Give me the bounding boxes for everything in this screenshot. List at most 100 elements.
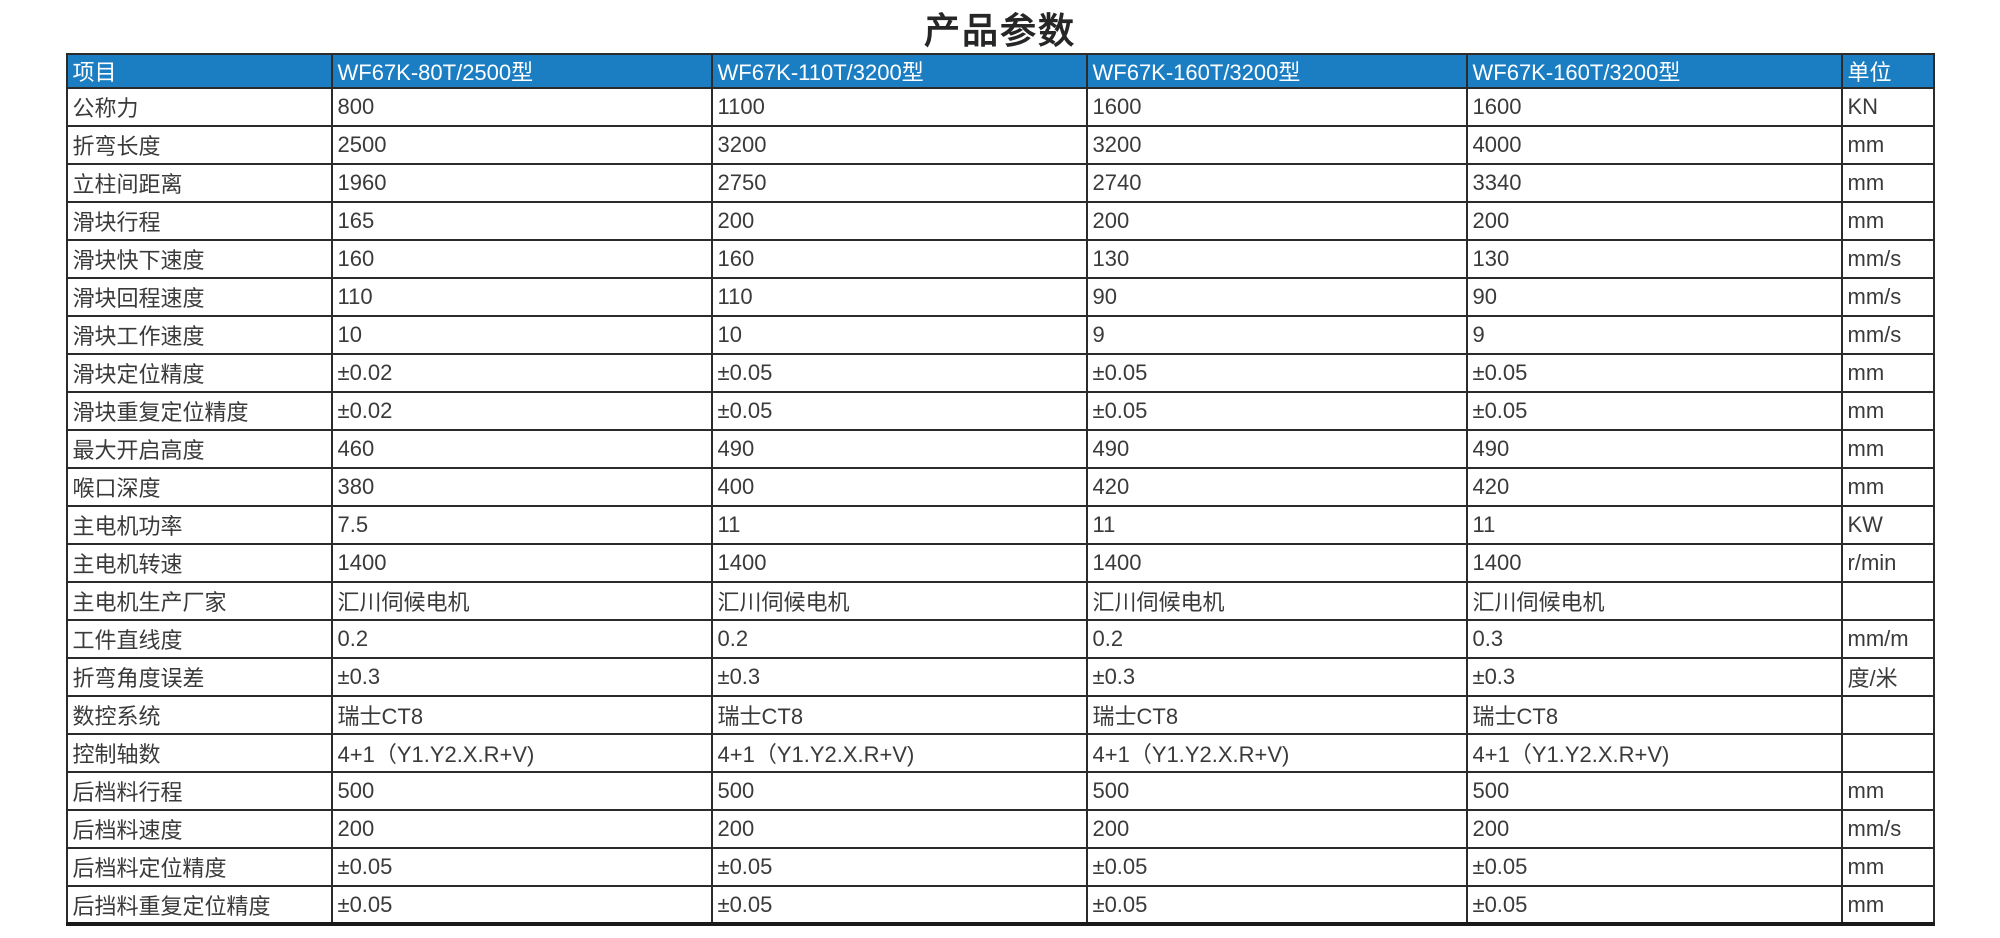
table-row: 工件直线度 0.2 0.2 0.2 0.3 mm/m — [65, 619, 1935, 659]
cell-value: 420 — [1465, 467, 1843, 507]
cell-label: 滑块工作速度 — [65, 315, 333, 355]
cell-unit — [1840, 733, 1935, 773]
cell-value: 瑞士CT8 — [330, 695, 713, 735]
table-row: 滑块重复定位精度 ±0.02 ±0.05 ±0.05 ±0.05 mm — [65, 391, 1935, 431]
cell-value: ±0.05 — [330, 847, 713, 887]
cell-unit: KN — [1840, 87, 1935, 127]
table-row: 滑块回程速度 110 110 90 90 mm/s — [65, 277, 1935, 317]
cell-unit: mm — [1840, 163, 1935, 203]
cell-label: 滑块重复定位精度 — [65, 391, 333, 431]
cell-value: 380 — [330, 467, 713, 507]
cell-value: ±0.02 — [330, 391, 713, 431]
cell-value: ±0.05 — [1085, 847, 1468, 887]
table-row: 控制轴数 4+1（Y1.Y2.X.R+V) 4+1（Y1.Y2.X.R+V) 4+1（… — [65, 733, 1935, 773]
cell-value: 汇川伺候电机 — [1085, 581, 1468, 621]
cell-label: 滑块回程速度 — [65, 277, 333, 317]
cell-unit — [1840, 695, 1935, 735]
cell-value: 9 — [1085, 315, 1468, 355]
cell-value: ±0.05 — [1465, 885, 1843, 925]
cell-value: ±0.02 — [330, 353, 713, 393]
cell-value: ±0.05 — [710, 353, 1088, 393]
cell-value: ±0.3 — [1085, 657, 1468, 697]
cell-value: 490 — [710, 429, 1088, 469]
cell-value: 3200 — [1085, 125, 1468, 165]
cell-unit: KW — [1840, 505, 1935, 545]
table-row: 喉口深度 380 400 420 420 mm — [65, 467, 1935, 507]
cell-value: 490 — [1085, 429, 1468, 469]
cell-value: 4000 — [1465, 125, 1843, 165]
cell-value: 4+1（Y1.Y2.X.R+V) — [1465, 733, 1843, 773]
table-row: 滑块定位精度 ±0.02 ±0.05 ±0.05 ±0.05 mm — [65, 353, 1935, 393]
cell-unit: r/min — [1840, 543, 1935, 583]
cell-label: 滑块定位精度 — [65, 353, 333, 393]
cell-unit: mm — [1840, 353, 1935, 393]
cell-value: 2740 — [1085, 163, 1468, 203]
cell-value: 10 — [330, 315, 713, 355]
cell-value: 汇川伺候电机 — [330, 581, 713, 621]
cell-value: ±0.05 — [710, 885, 1088, 925]
cell-value: 0.2 — [710, 619, 1088, 659]
table-row: 滑块快下速度 160 160 130 130 mm/s — [65, 239, 1935, 279]
table-row: 后档料行程 500 500 500 500 mm — [65, 771, 1935, 811]
cell-value: 500 — [710, 771, 1088, 811]
cell-value: 2750 — [710, 163, 1088, 203]
cell-unit: mm — [1840, 885, 1935, 925]
cell-value: 90 — [1465, 277, 1843, 317]
cell-value: 110 — [710, 277, 1088, 317]
cell-value: 400 — [710, 467, 1088, 507]
cell-value: 200 — [330, 809, 713, 849]
cell-value: 汇川伺候电机 — [710, 581, 1088, 621]
table-row: 后档料速度 200 200 200 200 mm/s — [65, 809, 1935, 849]
cell-unit: mm — [1840, 847, 1935, 887]
table-row: 折弯长度 2500 3200 3200 4000 mm — [65, 125, 1935, 165]
header-model-2: WF67K-110T/3200型 — [710, 53, 1088, 89]
cell-value: 11 — [1465, 505, 1843, 545]
cell-label: 主电机功率 — [65, 505, 333, 545]
cell-unit: mm — [1840, 467, 1935, 507]
cell-value: 200 — [1465, 809, 1843, 849]
cell-value: 800 — [330, 87, 713, 127]
table-row: 后挡料重复定位精度 ±0.05 ±0.05 ±0.05 ±0.05 mm — [65, 885, 1935, 925]
cell-label: 滑块行程 — [65, 201, 333, 241]
cell-value: 90 — [1085, 277, 1468, 317]
cell-label: 折弯角度误差 — [65, 657, 333, 697]
cell-value: ±0.05 — [330, 885, 713, 925]
table-row: 主电机转速 1400 1400 1400 1400 r/min — [65, 543, 1935, 583]
cell-unit: mm — [1840, 771, 1935, 811]
cell-unit: mm/s — [1840, 315, 1935, 355]
cell-unit: mm — [1840, 391, 1935, 431]
cell-value: 165 — [330, 201, 713, 241]
cell-value: 4+1（Y1.Y2.X.R+V) — [330, 733, 713, 773]
cell-value: 160 — [710, 239, 1088, 279]
cell-value: 7.5 — [330, 505, 713, 545]
cell-value: 瑞士CT8 — [710, 695, 1088, 735]
table-row: 主电机功率 7.5 11 11 11 KW — [65, 505, 1935, 545]
cell-value: 200 — [710, 809, 1088, 849]
cell-label: 折弯长度 — [65, 125, 333, 165]
cell-unit: mm/m — [1840, 619, 1935, 659]
cell-value: 9 — [1465, 315, 1843, 355]
cell-value: ±0.05 — [1465, 391, 1843, 431]
cell-value: 490 — [1465, 429, 1843, 469]
product-spec-table: 项目 WF67K-80T/2500型 WF67K-110T/3200型 WF67… — [65, 53, 1935, 926]
cell-label: 控制轴数 — [65, 733, 333, 773]
cell-value: ±0.3 — [330, 657, 713, 697]
cell-value: 500 — [1085, 771, 1468, 811]
cell-value: 汇川伺候电机 — [1465, 581, 1843, 621]
cell-label: 后档料行程 — [65, 771, 333, 811]
cell-label: 后档料定位精度 — [65, 847, 333, 887]
cell-value: 3200 — [710, 125, 1088, 165]
cell-value: 11 — [710, 505, 1088, 545]
table-row: 滑块工作速度 10 10 9 9 mm/s — [65, 315, 1935, 355]
cell-value: 200 — [710, 201, 1088, 241]
cell-value: 500 — [330, 771, 713, 811]
cell-value: 1960 — [330, 163, 713, 203]
cell-value: 瑞士CT8 — [1465, 695, 1843, 735]
cell-value: ±0.3 — [710, 657, 1088, 697]
table-row: 最大开启高度 460 490 490 490 mm — [65, 429, 1935, 469]
cell-label: 最大开启高度 — [65, 429, 333, 469]
cell-label: 工件直线度 — [65, 619, 333, 659]
cell-value: 4+1（Y1.Y2.X.R+V) — [1085, 733, 1468, 773]
table-row: 滑块行程 165 200 200 200 mm — [65, 201, 1935, 241]
table-row: 公称力 800 1100 1600 1600 KN — [65, 87, 1935, 127]
